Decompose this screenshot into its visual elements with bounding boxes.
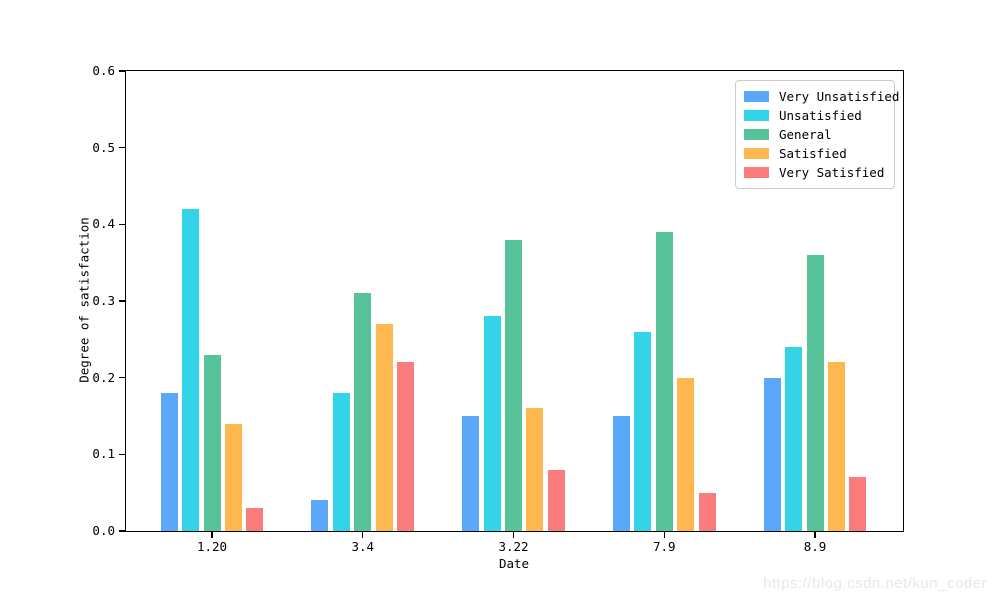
bar-very-unsatisfied [612, 416, 630, 531]
y-tick-mark [118, 530, 125, 532]
bar-unsatisfied [182, 209, 200, 531]
x-tick-label: 1.20 [196, 539, 228, 554]
y-tick-mark [118, 377, 125, 379]
x-tick-mark [211, 531, 213, 538]
x-tick-label: 3.22 [498, 539, 529, 554]
bar-general [806, 255, 824, 531]
legend-item-label: Unsatisfied [779, 108, 862, 123]
x-tick-label: 7.9 [652, 539, 676, 554]
bar-general [505, 239, 522, 531]
bar-general [354, 293, 372, 531]
legend-item: Satisfied [744, 144, 886, 163]
bar-very-satisfied [397, 362, 415, 531]
y-tick-mark [118, 223, 125, 225]
legend-item: Unsatisfied [744, 106, 886, 125]
bar-very-unsatisfied [311, 500, 329, 531]
legend-item-label: Satisfied [779, 146, 847, 161]
y-axis-title: Degree of satisfaction [76, 217, 92, 383]
legend: Very Unsatisfied Unsatisfied General Satisf… [735, 80, 899, 189]
x-axis-title: Date [498, 556, 530, 571]
legend-item: Very Satisfied [744, 163, 886, 182]
y-tick-label: 0.0 [92, 522, 115, 538]
legend-item-label: Very Unsatisfied [779, 89, 900, 104]
bar-general [203, 354, 221, 531]
y-tick-mark [118, 147, 125, 149]
x-tick-mark [814, 531, 816, 538]
x-tick-mark [512, 531, 515, 538]
y-tick-label: 0.3 [92, 292, 115, 308]
y-tick-label: 0.1 [92, 446, 115, 462]
bar-very-satisfied [698, 492, 716, 531]
legend-swatch [744, 110, 769, 121]
bar-unsatisfied [332, 393, 350, 531]
bar-unsatisfied [785, 347, 803, 531]
bar-satisfied [526, 408, 544, 531]
bar-satisfied [827, 362, 845, 531]
plot-area: Very Unsatisfied Unsatisfied General Satisf… [92, 64, 904, 553]
y-tick-label: 0.5 [92, 139, 115, 155]
bar-very-unsatisfied [462, 416, 480, 531]
bar-very-satisfied [547, 469, 565, 531]
x-tick-label: 8.9 [803, 539, 827, 554]
y-tick-label: 0.4 [92, 216, 115, 232]
bar-very-satisfied [246, 508, 264, 531]
legend-swatch [744, 167, 769, 178]
y-tick-mark [118, 300, 125, 302]
y-tick-mark [118, 70, 125, 72]
legend-swatch [744, 91, 769, 102]
bar-unsatisfied [483, 316, 501, 531]
legend-item: Very Unsatisfied [744, 87, 899, 106]
bar-very-unsatisfied [763, 377, 781, 531]
bar-satisfied [224, 423, 242, 531]
bar-general [655, 232, 673, 531]
x-tick-mark [663, 531, 665, 538]
legend-swatch [744, 129, 769, 140]
y-tick-mark [118, 453, 125, 455]
y-tick-label: 0.6 [92, 62, 115, 78]
y-tick-label: 0.2 [92, 369, 115, 385]
legend-item-label: General [779, 127, 832, 142]
legend-item: General [744, 125, 886, 144]
bar-satisfied [677, 377, 695, 531]
legend-item-label: Very Satisfied [779, 165, 885, 180]
x-tick-mark [362, 531, 364, 538]
watermark: https://blog.csdn.net/kun_coder [763, 575, 987, 592]
bar-very-unsatisfied [160, 393, 178, 531]
bar-very-satisfied [849, 477, 867, 531]
bar-unsatisfied [634, 331, 652, 531]
bar-satisfied [375, 324, 393, 531]
legend-swatch [744, 148, 769, 159]
x-tick-label: 3.4 [351, 539, 375, 554]
